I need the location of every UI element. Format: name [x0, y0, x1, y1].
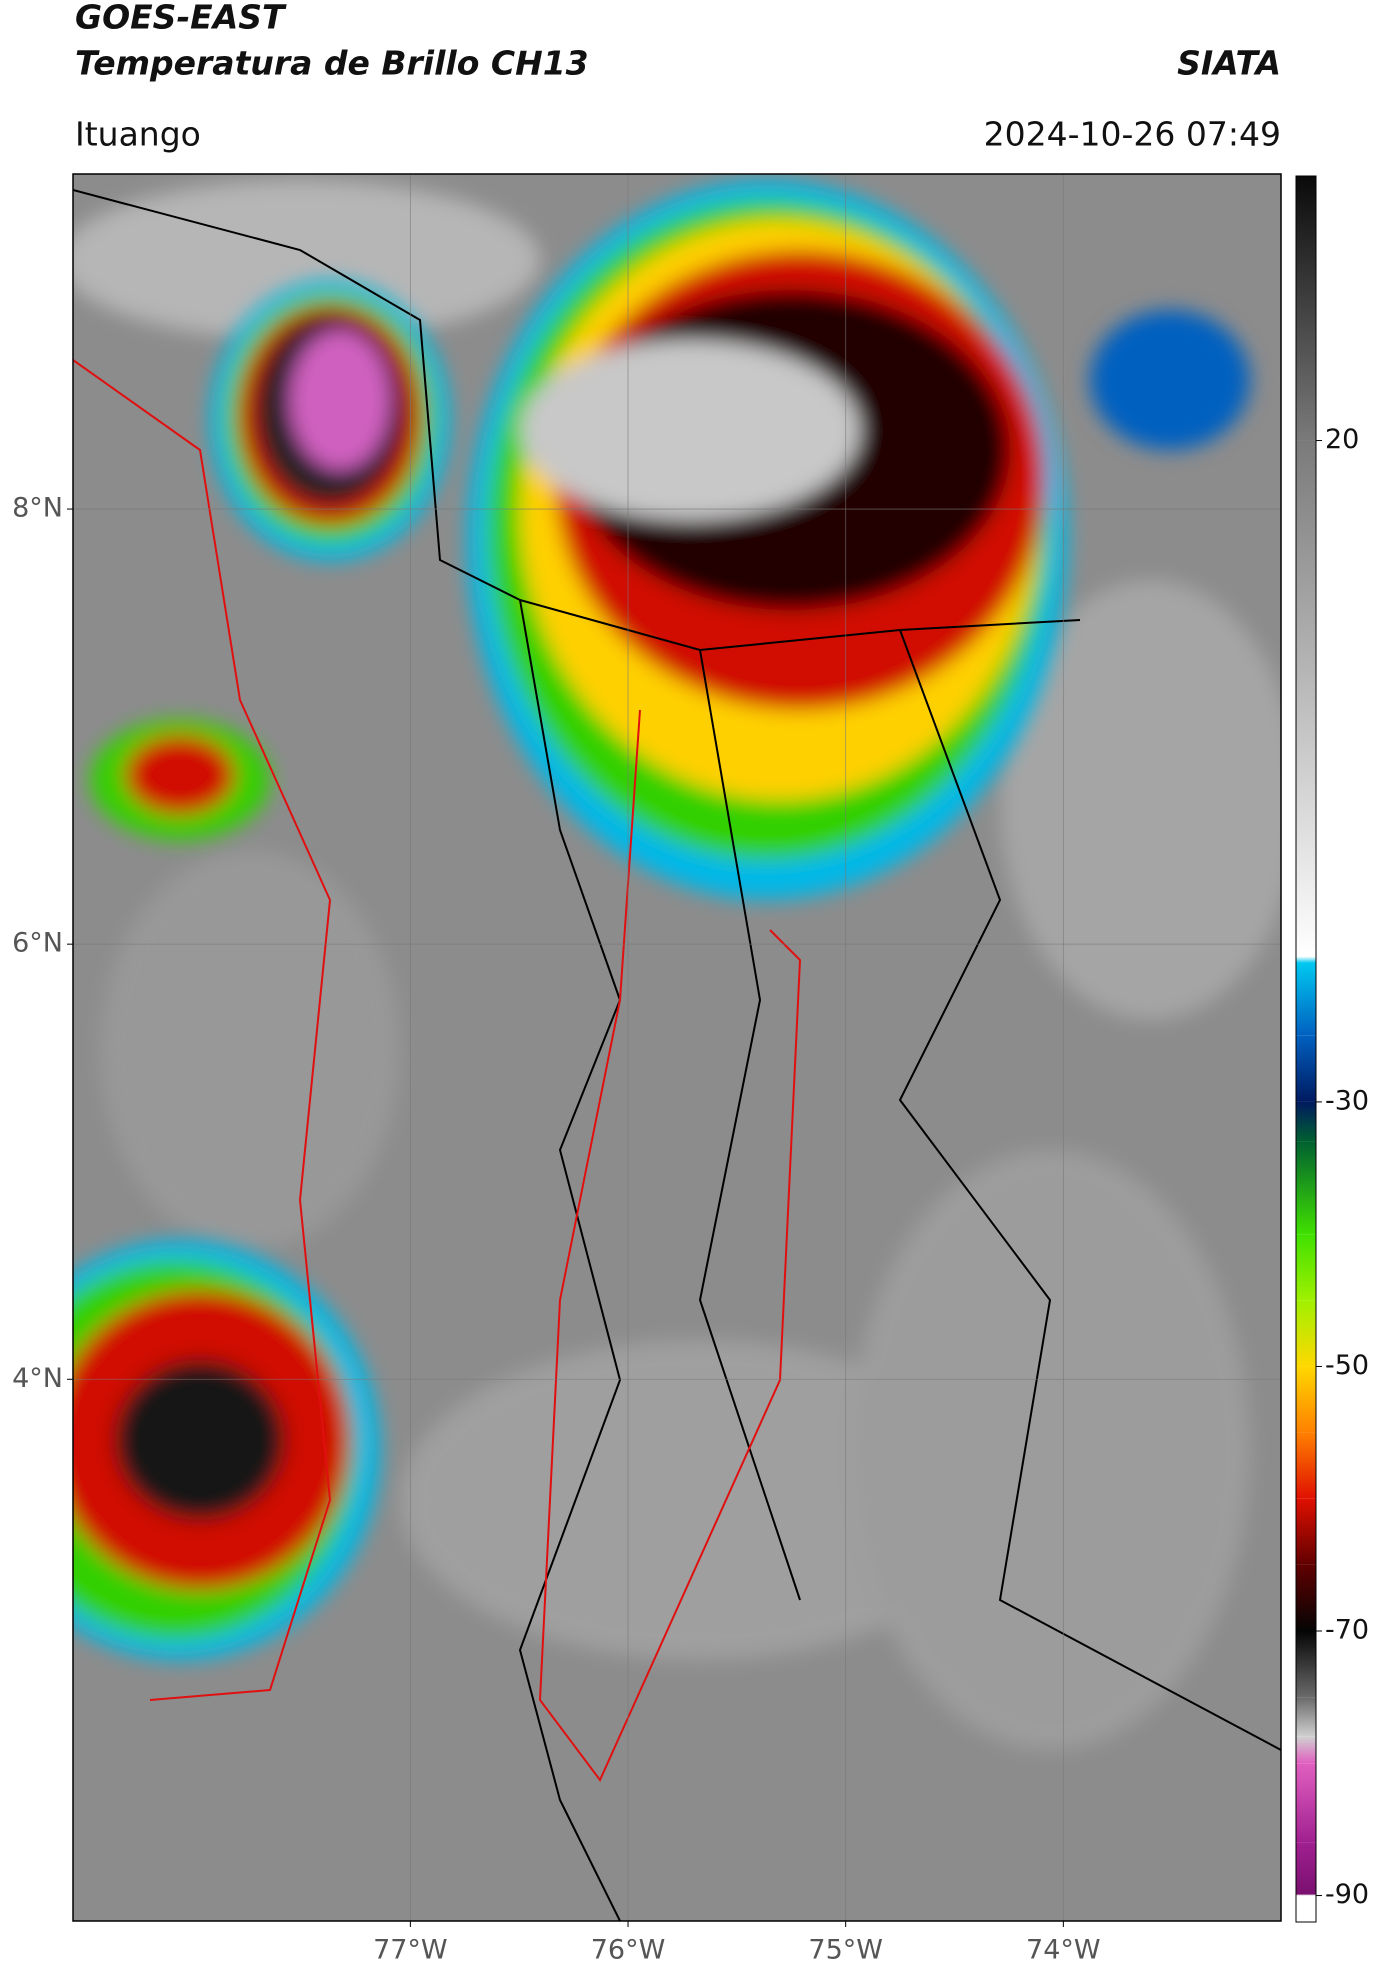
colorbar-tick-label: -70: [1325, 1615, 1369, 1646]
location: Ituango: [75, 115, 201, 154]
colorbar-segment: [1296, 1498, 1316, 1565]
colorbar-tick-label: -30: [1325, 1085, 1369, 1116]
colorbar-segment: [1296, 1564, 1316, 1631]
colorbar-segment: [1296, 1894, 1316, 1896]
colorbar-segment: [1296, 1035, 1316, 1102]
colorbar-segment: [1296, 176, 1316, 441]
title: GOES-EAST: [75, 0, 287, 37]
colorbar-tick-label: 20: [1325, 424, 1359, 455]
x-tick-label: 76°W: [591, 1935, 666, 1966]
subtitle: Temperatura de Brillo CH13: [75, 44, 589, 83]
colorbar-segment: [1296, 1432, 1316, 1499]
x-tick-label: 75°W: [808, 1935, 883, 1966]
source: SIATA: [1177, 44, 1281, 83]
colorbar-segment: [1296, 1895, 1316, 1922]
y-tick-label: 8°N: [12, 493, 63, 524]
x-tick-label: 77°W: [373, 1935, 448, 1966]
colorbar-segment: [1296, 1366, 1316, 1433]
colorbar-segment: [1296, 1234, 1316, 1301]
colorbar-tick-label: -90: [1325, 1879, 1369, 1910]
colorbar-segment: [1296, 1141, 1316, 1235]
colorbar-segment: [1296, 1300, 1316, 1367]
satellite-image: [73, 174, 1281, 1921]
y-tick-label: 4°N: [12, 1363, 63, 1394]
colorbar-segment: [1296, 1631, 1316, 1698]
colorbar-tick-label: -50: [1325, 1350, 1369, 1381]
colorbar-segment: [1296, 956, 1316, 964]
x-tick-label: 74°W: [1026, 1935, 1101, 1966]
colorbar-segment: [1296, 1101, 1316, 1142]
colorbar-segment: [1296, 963, 1316, 1036]
colorbar-segment: [1296, 1842, 1316, 1895]
y-tick-label: 6°N: [12, 928, 63, 959]
colorbar-segment: [1296, 1736, 1316, 1764]
colorbar-segment: [1296, 440, 1316, 957]
map-frame: [72, 173, 1282, 1922]
datetime: 2024-10-26 07:49: [984, 115, 1281, 154]
colorbar-segment: [1296, 1763, 1316, 1843]
colorbar-frame: [1295, 175, 1317, 1923]
colorbar-segment: [1296, 1697, 1316, 1737]
